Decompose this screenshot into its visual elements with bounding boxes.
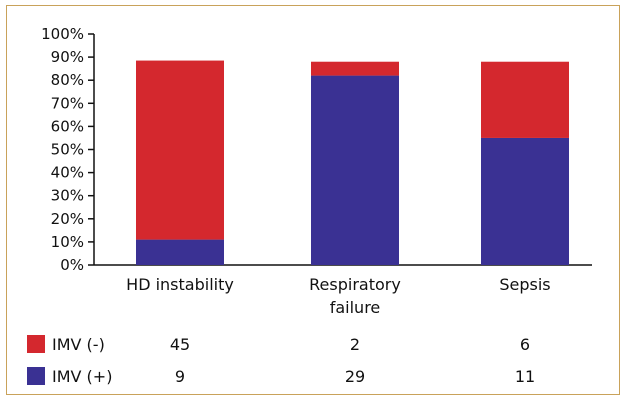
table-count-value: 9 — [175, 367, 185, 386]
table-count-value: 6 — [520, 335, 530, 354]
y-tick-label: 30% — [51, 187, 84, 205]
bar-segment-imv-plus — [481, 137, 569, 265]
bar-segment-imv-minus — [311, 61, 399, 76]
y-tick-label: 10% — [51, 233, 84, 251]
bar-segment-imv-plus — [136, 239, 224, 265]
y-tick-label: 20% — [51, 210, 84, 228]
y-tick-label: 50% — [51, 141, 84, 159]
y-tick-label: 40% — [51, 164, 84, 182]
legend-label: IMV (+) — [52, 367, 112, 386]
legend-label: IMV (-) — [52, 335, 105, 354]
table-count-value: 2 — [350, 335, 360, 354]
bar-segment-imv-plus — [311, 75, 399, 265]
table-count-value: 29 — [345, 367, 365, 386]
bar-segment-imv-minus — [481, 61, 569, 138]
bar-segment-imv-minus — [136, 60, 224, 240]
table-count-value: 45 — [170, 335, 190, 354]
y-tick-label: 60% — [51, 117, 84, 135]
y-tick-label: 70% — [51, 94, 84, 112]
table-count-value: 11 — [515, 367, 535, 386]
x-category-label: Respiratory — [309, 275, 401, 294]
x-category-label: Sepsis — [499, 275, 550, 294]
legend-swatch — [27, 335, 45, 353]
y-tick-label: 0% — [60, 256, 84, 274]
x-category-label: failure — [330, 298, 381, 317]
x-category-label: HD instability — [126, 275, 234, 294]
y-tick-label: 90% — [51, 48, 84, 66]
y-tick-label: 100% — [41, 25, 84, 43]
legend-swatch — [27, 367, 45, 385]
y-tick-label: 80% — [51, 71, 84, 89]
